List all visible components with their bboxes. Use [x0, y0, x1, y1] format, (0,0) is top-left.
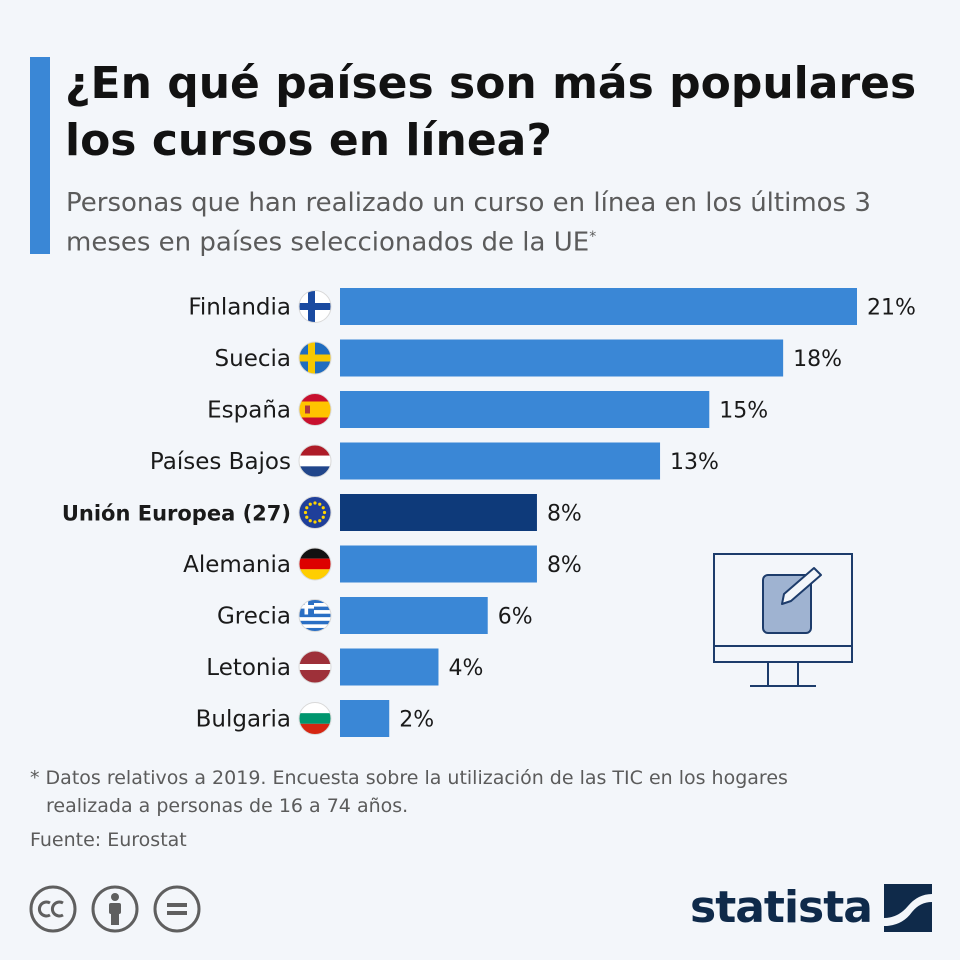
category-label: Bulgaria — [196, 707, 291, 733]
bar — [340, 648, 439, 686]
bar — [340, 391, 710, 428]
cc-icon[interactable] — [28, 884, 78, 934]
bar-row: Unión Europea (27) 8% — [62, 494, 582, 531]
finland-flag-icon — [298, 290, 332, 323]
chart-title: ¿En qué países son más populares los cur… — [65, 58, 917, 166]
footnote-line-1: * Datos relativos a 2019. Encuesta sobre… — [30, 767, 788, 789]
chart-subtitle: Personas que han realizado un curso en l… — [66, 186, 946, 260]
no-derivatives-icon[interactable] — [152, 884, 202, 934]
bar-group: Finlandia 21%Suecia 18%España 15%Países Baj… — [62, 288, 916, 737]
bulgaria-flag-icon — [298, 702, 332, 735]
category-label: Letonia — [206, 655, 291, 681]
bar-row: Grecia 6% — [217, 597, 533, 634]
value-label: 4% — [448, 656, 483, 681]
footnote-line-2: realizada a personas de 16 a 74 años. — [46, 795, 409, 817]
value-label: 8% — [547, 502, 582, 527]
statista-logo-icon — [883, 884, 932, 932]
brand-name: statista — [690, 882, 873, 933]
value-label: 21% — [867, 296, 916, 321]
bar — [340, 494, 537, 531]
bar-row: España 15% — [207, 391, 768, 428]
bar — [340, 339, 784, 377]
computer-monitor-with-document-icon — [713, 553, 853, 687]
value-label: 13% — [670, 450, 719, 475]
category-label: Suecia — [215, 346, 291, 372]
bar — [340, 442, 661, 480]
value-label: 15% — [719, 399, 768, 424]
bar-row: Bulgaria 2% — [196, 700, 434, 737]
bar — [340, 545, 537, 583]
greece-flag-icon — [298, 599, 332, 632]
germany-flag-icon — [298, 547, 332, 581]
category-label: Grecia — [217, 604, 291, 630]
value-label: 18% — [793, 347, 842, 372]
category-label: Unión Europea (27) — [62, 502, 291, 526]
license-icons — [28, 884, 202, 934]
bar-row: Países Bajos 13% — [150, 442, 719, 480]
category-label: España — [207, 398, 291, 424]
bar-row: Finlandia 21% — [188, 288, 916, 325]
bar — [340, 597, 488, 634]
bar — [340, 700, 390, 737]
bar-row: Suecia 18% — [215, 339, 842, 377]
value-label: 6% — [498, 605, 533, 630]
category-label: Países Bajos — [150, 449, 291, 475]
source-text: Fuente: Eurostat — [30, 829, 187, 851]
category-label: Alemania — [183, 552, 291, 578]
bar-row: Alemania 8% — [183, 545, 582, 583]
title-accent-bar — [30, 57, 50, 254]
attribution-icon[interactable] — [90, 884, 140, 934]
category-label: Finlandia — [188, 295, 291, 321]
latvia-flag-icon — [298, 650, 332, 684]
bar-row: Letonia 4% — [206, 648, 483, 686]
subtitle-footnote-marker: * — [589, 229, 597, 245]
bar-chart: Finlandia 21%Suecia 18%España 15%Países Baj… — [62, 288, 916, 737]
eu-flag-icon — [298, 496, 332, 529]
subtitle-text: Personas que han realizado un curso en l… — [66, 188, 871, 258]
sweden-flag-icon — [298, 341, 332, 375]
netherlands-flag-icon — [298, 444, 332, 478]
statista-logo[interactable]: statista — [690, 880, 932, 936]
value-label: 8% — [547, 553, 582, 578]
bar — [340, 288, 857, 325]
value-label: 2% — [399, 708, 434, 733]
footnote: * Datos relativos a 2019. Encuesta sobre… — [30, 764, 930, 820]
spain-flag-icon — [298, 393, 332, 426]
